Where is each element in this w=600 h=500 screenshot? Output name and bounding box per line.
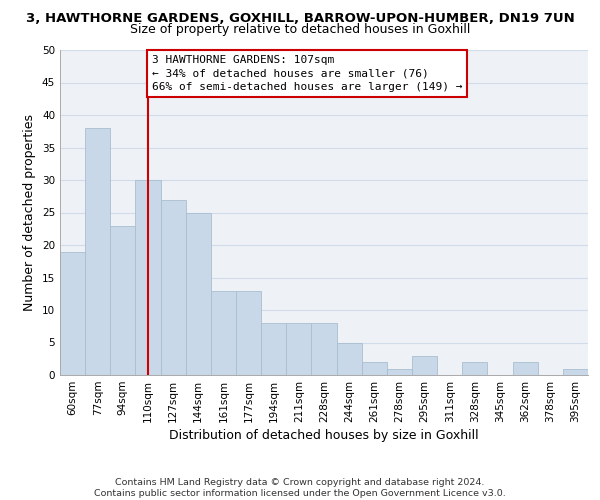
Bar (85, 128, 110, 375)
X-axis label: Distribution of detached houses by size in Goxhill: Distribution of detached houses by size … (169, 429, 479, 442)
Bar (412, 356, 437, 375)
Bar (211, 290, 236, 375)
Bar (563, 368, 588, 375)
Text: 3 HAWTHORNE GARDENS: 107sqm
← 34% of detached houses are smaller (76)
66% of sem: 3 HAWTHORNE GARDENS: 107sqm ← 34% of det… (152, 55, 462, 92)
Bar (60, 252, 85, 375)
Bar (387, 368, 412, 375)
Bar (136, 180, 161, 375)
Bar (236, 290, 261, 375)
Bar (286, 323, 311, 375)
Bar (186, 212, 211, 375)
Bar (512, 362, 538, 375)
Text: Contains HM Land Registry data © Crown copyright and database right 2024.
Contai: Contains HM Land Registry data © Crown c… (94, 478, 506, 498)
Bar (110, 226, 136, 375)
Bar (161, 200, 186, 375)
Bar (337, 342, 362, 375)
Y-axis label: Number of detached properties: Number of detached properties (23, 114, 37, 311)
Bar (311, 323, 337, 375)
Text: 3, HAWTHORNE GARDENS, GOXHILL, BARROW-UPON-HUMBER, DN19 7UN: 3, HAWTHORNE GARDENS, GOXHILL, BARROW-UP… (26, 12, 574, 26)
Bar (462, 362, 487, 375)
Text: Size of property relative to detached houses in Goxhill: Size of property relative to detached ho… (130, 22, 470, 36)
Bar (362, 362, 387, 375)
Bar (261, 323, 286, 375)
